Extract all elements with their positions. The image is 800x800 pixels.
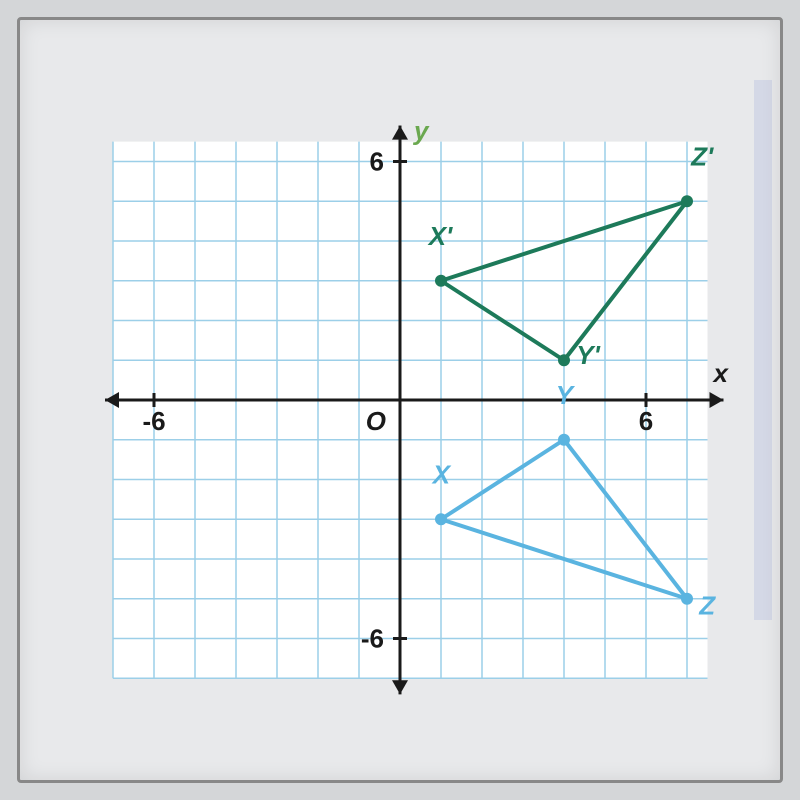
svg-text:x: x bbox=[712, 358, 730, 388]
svg-text:O: O bbox=[366, 406, 386, 436]
svg-text:Y': Y' bbox=[576, 340, 600, 370]
svg-text:-6: -6 bbox=[361, 624, 384, 654]
svg-text:Y: Y bbox=[556, 380, 576, 410]
image-frame: -6 6 -6 6 Ox y X Y Z X' Y' Z' bbox=[17, 17, 783, 783]
svg-text:X: X bbox=[431, 459, 452, 489]
svg-text:y: y bbox=[412, 116, 430, 146]
svg-text:Z: Z bbox=[698, 591, 716, 621]
svg-text:Z': Z' bbox=[690, 141, 714, 171]
plane-svg: -6 6 -6 6 Ox y X Y Z X' Y' Z' bbox=[50, 60, 750, 740]
svg-text:-6: -6 bbox=[142, 406, 165, 436]
coordinate-plane: -6 6 -6 6 Ox y X Y Z X' Y' Z' bbox=[50, 60, 750, 740]
svg-text:6: 6 bbox=[370, 147, 384, 177]
svg-text:X': X' bbox=[427, 221, 453, 251]
svg-text:6: 6 bbox=[639, 406, 653, 436]
right-edge-strip bbox=[754, 80, 772, 620]
